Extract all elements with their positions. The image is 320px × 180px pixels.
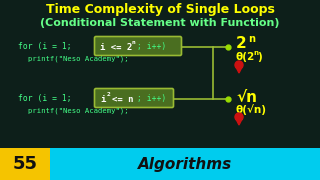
Text: i <= 2: i <= 2 [100, 42, 132, 51]
Text: for (i = 1;: for (i = 1; [18, 42, 72, 51]
FancyBboxPatch shape [94, 37, 181, 55]
Text: i: i [100, 94, 105, 103]
Text: Algorithms: Algorithms [138, 156, 232, 172]
Text: 2: 2 [107, 93, 111, 98]
Text: n: n [253, 50, 258, 56]
Text: ; i++): ; i++) [137, 42, 166, 51]
Text: for (i = 1;: for (i = 1; [18, 94, 72, 103]
Text: (Conditional Statement with Function): (Conditional Statement with Function) [40, 18, 280, 28]
Text: √n: √n [236, 89, 257, 105]
FancyBboxPatch shape [94, 89, 173, 107]
Circle shape [235, 61, 243, 69]
Text: ; i++): ; i++) [137, 94, 166, 103]
Text: n: n [132, 40, 136, 46]
Text: printf("Neso Academy");: printf("Neso Academy"); [28, 56, 129, 62]
Bar [0, 148, 50, 180]
Text: ): ) [257, 52, 262, 62]
Polygon shape [236, 119, 242, 125]
Text: n: n [248, 34, 255, 44]
Text: printf("Neso Academy");: printf("Neso Academy"); [28, 108, 129, 114]
Polygon shape [236, 67, 242, 73]
Bar [50, 148, 320, 180]
Text: Time Complexity of Single Loops: Time Complexity of Single Loops [45, 3, 275, 17]
Circle shape [235, 113, 243, 121]
Text: <= n: <= n [112, 94, 133, 103]
Text: θ(√n): θ(√n) [236, 105, 267, 115]
Text: θ(2: θ(2 [236, 52, 255, 62]
Text: 55: 55 [12, 155, 37, 173]
Text: 2: 2 [236, 37, 247, 51]
